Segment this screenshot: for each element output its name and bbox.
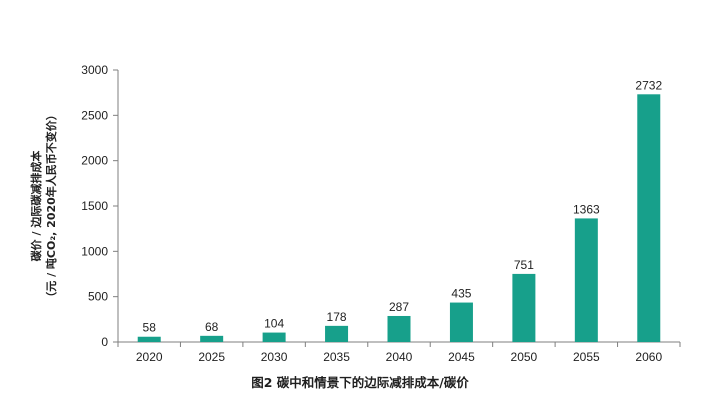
data-label: 287 (389, 300, 409, 314)
data-label: 2732 (635, 78, 662, 92)
figure-caption: 图2 碳中和情景下的边际减排成本/碳价 (251, 375, 469, 390)
x-tick-label: 2045 (448, 350, 475, 364)
bar (574, 218, 598, 342)
data-label: 751 (514, 258, 534, 272)
y-tick-label: 3000 (81, 63, 108, 77)
y-axis-title: 碳价 / 边际碳减排成本 （元 / 吨CO₂, 2020年人民币不变价） (29, 109, 58, 303)
x-tick-label: 2055 (573, 350, 600, 364)
x-tick-label: 2060 (635, 350, 662, 364)
bar (449, 302, 473, 342)
x-tick-label: 2050 (511, 350, 538, 364)
x-tick-label: 2025 (198, 350, 225, 364)
y-axis-title-line: 碳价 / 边际碳减排成本 (29, 151, 43, 262)
x-tick-label: 2035 (323, 350, 350, 364)
bar (387, 315, 411, 342)
bar (637, 94, 661, 342)
data-label: 104 (264, 317, 284, 331)
y-tick-label: 1500 (81, 199, 108, 213)
bar (200, 335, 224, 342)
data-label: 178 (327, 310, 347, 324)
data-label: 58 (143, 321, 157, 335)
bar (262, 332, 286, 342)
data-label: 435 (451, 287, 471, 301)
y-tick-label: 2500 (81, 108, 108, 122)
data-label: 1363 (573, 202, 600, 216)
y-tick-label: 500 (88, 290, 108, 304)
x-tick-label: 2040 (386, 350, 413, 364)
bar (512, 273, 536, 342)
y-tick-label: 0 (101, 335, 108, 349)
y-tick-label: 1000 (81, 244, 108, 258)
x-tick-label: 2030 (261, 350, 288, 364)
bar (137, 336, 161, 342)
y-axis-title-line: （元 / 吨CO₂, 2020年人民币不变价） (44, 109, 58, 303)
data-label: 68 (205, 320, 219, 334)
x-tick-label: 2020 (136, 350, 163, 364)
bar (325, 325, 349, 342)
y-tick-label: 2000 (81, 154, 108, 168)
